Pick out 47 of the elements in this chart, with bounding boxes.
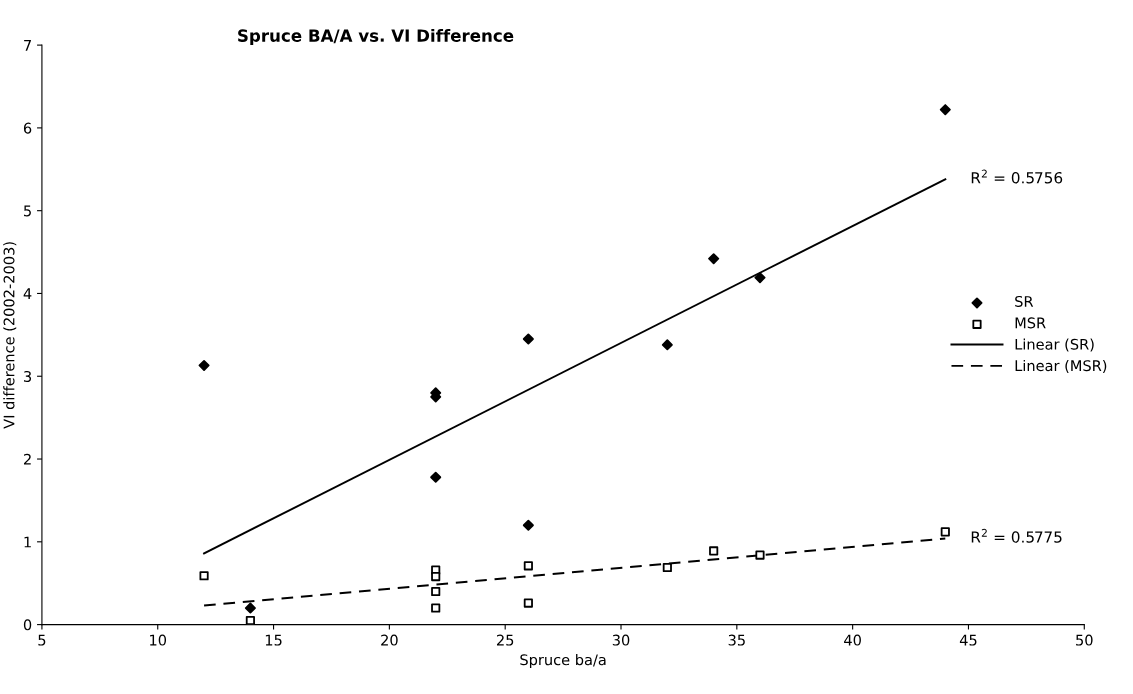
point bbox=[661, 339, 673, 351]
x-tick-label: 20 bbox=[381, 634, 398, 646]
legend-label: MSR bbox=[1015, 317, 1046, 329]
x-tick-label: 35 bbox=[728, 634, 745, 646]
point bbox=[754, 272, 766, 284]
legend-label: Linear (SR) bbox=[1015, 338, 1094, 352]
y-tick-label: 3 bbox=[24, 370, 32, 382]
y-tick-label: 6 bbox=[23, 122, 32, 134]
point bbox=[431, 586, 441, 597]
point bbox=[430, 471, 442, 483]
y-tick-label: 0 bbox=[23, 619, 32, 631]
y-tick-label: 2 bbox=[23, 453, 31, 465]
point bbox=[198, 359, 210, 371]
point bbox=[245, 615, 255, 625]
y-tick-label: 7 bbox=[24, 40, 31, 51]
point bbox=[940, 527, 950, 537]
point bbox=[939, 104, 951, 116]
x-tick-label: 5 bbox=[38, 634, 46, 646]
x-tick-label: 30 bbox=[612, 634, 630, 646]
annotation: R$^{2}$ = 0.5775 bbox=[971, 528, 1062, 543]
point bbox=[709, 546, 719, 556]
point bbox=[523, 598, 533, 608]
point bbox=[523, 561, 533, 571]
y-axis-title: VI difference (2002-2003) bbox=[3, 242, 17, 429]
point bbox=[431, 603, 441, 613]
x-tick-label: 10 bbox=[150, 634, 167, 646]
point bbox=[522, 333, 534, 345]
chart-title: Spruce BA/A vs. VI Difference bbox=[238, 28, 514, 46]
x-axis-title: Spruce ba/a bbox=[520, 653, 606, 669]
x-tick-label: 50 bbox=[1076, 634, 1093, 646]
x-tick-label: 25 bbox=[496, 634, 514, 646]
point bbox=[199, 571, 209, 581]
point bbox=[755, 550, 765, 560]
y-tick-label: 5 bbox=[24, 205, 31, 217]
legend-label: SR bbox=[1015, 295, 1034, 307]
y-tick-label: 4 bbox=[23, 288, 32, 299]
legend-label: Linear (MSR) bbox=[1015, 359, 1107, 373]
point bbox=[431, 572, 441, 582]
x-tick-label: 15 bbox=[265, 634, 282, 646]
point bbox=[662, 562, 672, 573]
annotation: R$^{2}$ = 0.5756 bbox=[971, 169, 1063, 184]
point bbox=[708, 253, 720, 265]
point bbox=[522, 519, 534, 531]
x-tick-label: 45 bbox=[959, 634, 977, 646]
y-tick-label: 1 bbox=[24, 536, 31, 548]
x-tick-label: 40 bbox=[844, 634, 861, 646]
point bbox=[244, 602, 256, 614]
